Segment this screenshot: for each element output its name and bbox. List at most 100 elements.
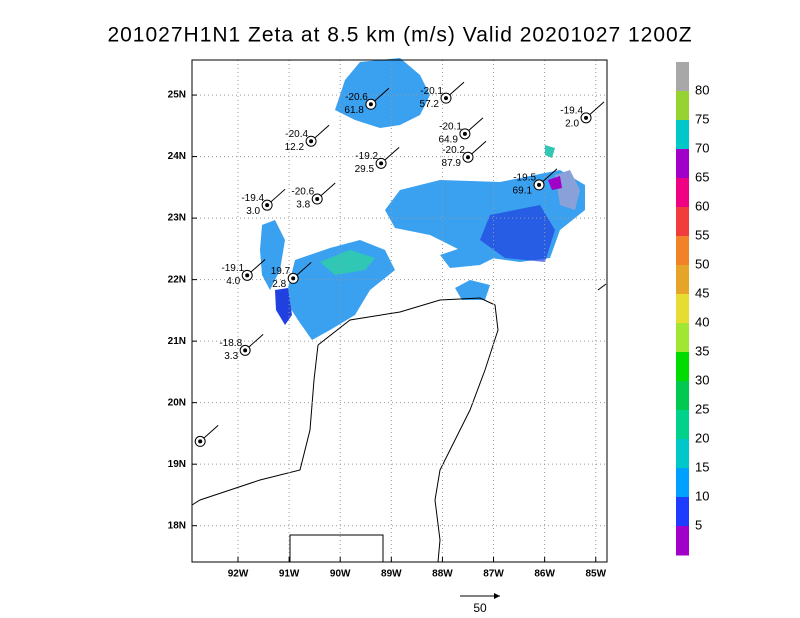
colorbar-label: 45 <box>695 285 709 300</box>
border <box>289 534 384 562</box>
station-label: -19.1 <box>221 263 244 274</box>
station-label: -20.4 <box>285 129 308 140</box>
colorbar-label: 65 <box>695 169 709 184</box>
y-tick-label: 21N <box>168 336 186 347</box>
station-label: -20.6 <box>291 187 314 198</box>
station-dot <box>243 348 248 353</box>
x-tick-label: 87W <box>483 569 504 580</box>
station-label: -18.8 <box>219 338 242 349</box>
colorbar-band <box>676 439 689 469</box>
y-tick-label: 19N <box>168 459 186 470</box>
station-label: 64.9 <box>438 134 458 145</box>
x-tick-label: 89W <box>381 569 402 580</box>
station-label: -19.2 <box>355 151 378 162</box>
station-label: -20.1 <box>420 86 443 97</box>
shaded-area <box>275 288 292 325</box>
station-dot <box>315 197 320 202</box>
colorbar-band <box>676 265 689 295</box>
plot-frame <box>191 59 608 563</box>
colorbar-band <box>676 236 689 266</box>
colorbar-band <box>676 178 689 208</box>
coast <box>597 283 607 291</box>
vector-scale-label: 50 <box>473 601 487 615</box>
shaded-area <box>320 250 375 275</box>
colorbar-band <box>676 352 689 382</box>
station-label: 2.0 <box>565 118 579 129</box>
colorbar-band <box>676 62 689 92</box>
station-dot <box>368 102 373 107</box>
chart-title: 201027H1N1 Zeta at 8.5 km (m/s) Valid 20… <box>107 24 692 47</box>
colorbar-label: 25 <box>695 401 709 416</box>
coast <box>317 297 499 563</box>
station-label: 29.5 <box>355 164 375 175</box>
station-label: 69.1 <box>513 186 533 197</box>
station-label: 3.8 <box>296 200 310 211</box>
station-label: 61.8 <box>344 105 364 116</box>
y-tick-label: 24N <box>168 151 186 162</box>
wind-field <box>260 58 585 340</box>
colorbar-label: 50 <box>695 256 709 271</box>
colorbar-band <box>676 468 689 498</box>
colorbar-band <box>676 149 689 179</box>
colorbar-band <box>676 294 689 324</box>
station-label: 2.8 <box>272 279 286 290</box>
x-tick-label: 92W <box>228 569 249 580</box>
colorbar-label: 10 <box>695 488 709 503</box>
colorbar-band <box>676 207 689 237</box>
station-dot <box>537 182 542 187</box>
station-label: -20.2 <box>442 145 465 156</box>
y-tick-label: 22N <box>168 274 186 285</box>
y-tick-label: 18N <box>168 520 186 531</box>
station-label: -20.1 <box>439 121 462 132</box>
station-dot <box>444 96 449 101</box>
colorbar-band <box>676 120 689 150</box>
station-label: 3.0 <box>246 206 260 217</box>
station-label: 19.7 <box>271 266 291 277</box>
colorbar-label: 15 <box>695 459 709 474</box>
station-dot <box>584 115 589 120</box>
station-dot <box>245 273 250 278</box>
vector-arrowhead <box>494 593 500 599</box>
station-label: -19.4 <box>241 193 264 204</box>
shaded-area <box>545 145 555 158</box>
colorbar-label: 55 <box>695 227 709 242</box>
colorbar-band <box>676 91 689 121</box>
y-tick-label: 25N <box>168 90 186 101</box>
shaded-area <box>260 220 285 290</box>
x-tick-label: 86W <box>534 569 555 580</box>
station-dot <box>309 139 314 144</box>
colorbar-label: 70 <box>695 140 709 155</box>
colorbar-label: 35 <box>695 343 709 358</box>
y-tick-label: 23N <box>168 213 186 224</box>
colorbar-label: 40 <box>695 314 709 329</box>
station-label: 57.2 <box>420 99 440 110</box>
colorbar-band <box>676 381 689 411</box>
shaded-area <box>555 170 580 210</box>
colorbar-label: 60 <box>695 198 709 213</box>
colorbar-band <box>676 497 689 527</box>
station-label: -20.6 <box>345 92 368 103</box>
shaded-area <box>455 280 490 300</box>
shaded-area <box>440 245 500 268</box>
station-label: 4.0 <box>226 276 240 287</box>
shaded-area <box>335 58 430 128</box>
coast <box>191 344 319 506</box>
x-tick-label: 85W <box>585 569 606 580</box>
station-dot <box>198 439 203 444</box>
station-label: 3.3 <box>224 351 238 362</box>
station-dot <box>465 155 470 160</box>
colorbar-band <box>676 526 689 556</box>
station-label: -19.5 <box>513 173 536 184</box>
colorbar-label: 5 <box>695 517 702 532</box>
station-label: -19.4 <box>560 105 583 116</box>
x-tick-label: 90W <box>330 569 351 580</box>
x-tick-label: 88W <box>432 569 453 580</box>
colorbar-label: 20 <box>695 430 709 445</box>
station-dot <box>291 276 296 281</box>
shaded-area <box>548 176 562 190</box>
station-label: 12.2 <box>285 142 305 153</box>
colorbar-band <box>676 410 689 440</box>
station-dot <box>379 161 384 166</box>
station-dot <box>462 131 467 136</box>
